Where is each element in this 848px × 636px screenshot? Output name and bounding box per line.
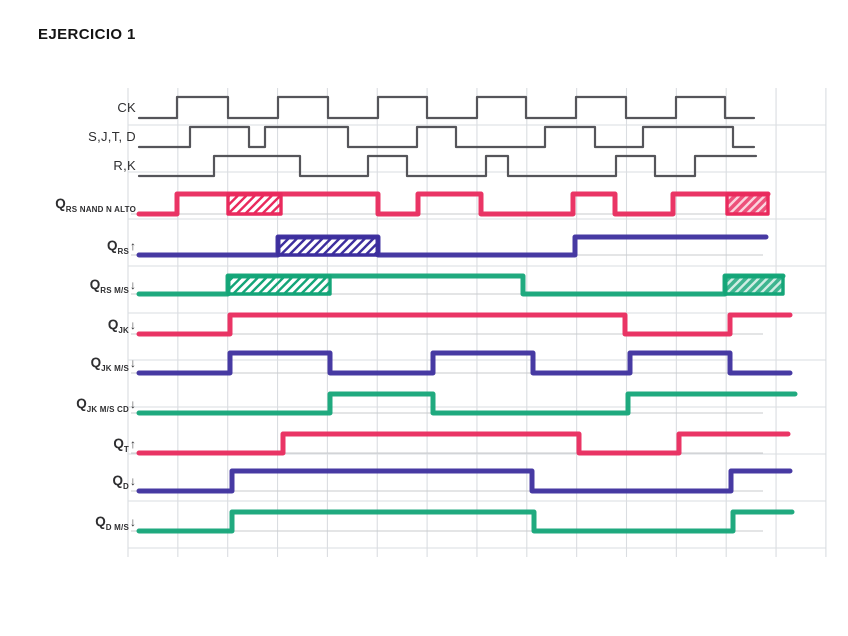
signal-label-subscript: D M/S [105,523,129,532]
signal-label-subscript: RS [117,247,129,256]
waveform-q-d [136,468,793,494]
falling-edge-icon: ↓ [130,474,136,488]
uncertainty-region-q-rs-ms-1 [226,274,332,296]
signal-label-base: R,K [113,158,136,173]
uncertainty-region-q-rs-ms-2 [723,274,785,296]
falling-edge-icon: ↓ [130,318,136,332]
signal-label-q-t: QT↑ [8,435,136,454]
signal-label-base: Q [55,196,66,211]
uncertainty-region-q-rs-1 [276,235,380,257]
waveform-q-d-ms [136,509,795,534]
signal-label-q-d: QD↓ [8,472,137,491]
signal-label-subscript: T [123,445,129,454]
signal-label-base: Q [113,436,124,451]
waveform-q-jk-ms-cd [136,391,798,416]
signal-label-base: Q [90,355,102,370]
uncertainty-regions [226,192,785,296]
waveform-q-jk [136,312,793,337]
signal-label-s-j-t-d: S,J,T, D [8,128,136,146]
signal-label-subscript: JK M/S [101,364,129,373]
signal-label-base: Q [89,277,101,292]
waveform-r-k [137,154,758,178]
signal-label-q-jk: QJK↓ [8,316,136,335]
waveform-q-jk-ms [136,350,793,376]
signal-label-base: Q [106,238,118,253]
signal-label-q-d-ms: QD M/S↓ [8,513,136,532]
falling-edge-icon: ↓ [130,278,136,292]
signal-label-subscript: RS NAND N ALTO [65,205,136,214]
signal-label-base: S,J,T, D [88,129,136,144]
signal-label-q-rs-ms: QRS M/S↓ [8,276,136,295]
signal-label-q-rs-nand-n-alto: QRS NAND N ALTO [8,195,136,214]
signal-label-q-jk-ms-cd: QJK M/S CD↓ [8,395,136,414]
signal-label-base: Q [76,396,87,411]
rising-edge-icon: ↑ [130,437,136,451]
falling-edge-icon: ↓ [130,515,136,529]
signal-label-base: Q [112,473,124,488]
signal-label-base: CK [117,100,136,115]
waveform-q-t [136,431,791,456]
signal-label-subscript: D [123,482,129,491]
uncertainty-region-q-rs-nand-n-alto-2 [725,192,770,216]
uncertainty-region-q-rs-nand-n-alto-1 [226,192,283,216]
signal-label-ck: CK [8,99,136,117]
waveform-q-rs-nand-n-alto [136,191,771,217]
grid-lines [127,88,827,557]
signal-label-subscript: RS M/S [100,286,129,295]
waveform-traces [136,95,798,534]
page-title: EJERCICIO 1 [38,26,136,43]
waveform-q-rs-ms [136,273,786,297]
falling-edge-icon: ↓ [130,397,136,411]
signal-label-subscript: JK M/S CD [86,405,129,414]
waveform-ck [137,95,756,120]
signal-label-q-jk-ms: QJK M/S↓ [8,354,136,373]
signal-label-base: Q [107,317,119,332]
signal-label-q-rs: QRS↑ [8,237,136,256]
signal-label-subscript: JK [118,326,129,335]
waveform-q-rs [136,234,769,258]
falling-edge-icon: ↓ [130,356,136,370]
signal-label-r-k: R,K [8,157,136,175]
rising-edge-icon: ↑ [130,239,136,253]
signal-label-base: Q [95,514,106,529]
waveform-s-j-t-d [137,125,756,149]
